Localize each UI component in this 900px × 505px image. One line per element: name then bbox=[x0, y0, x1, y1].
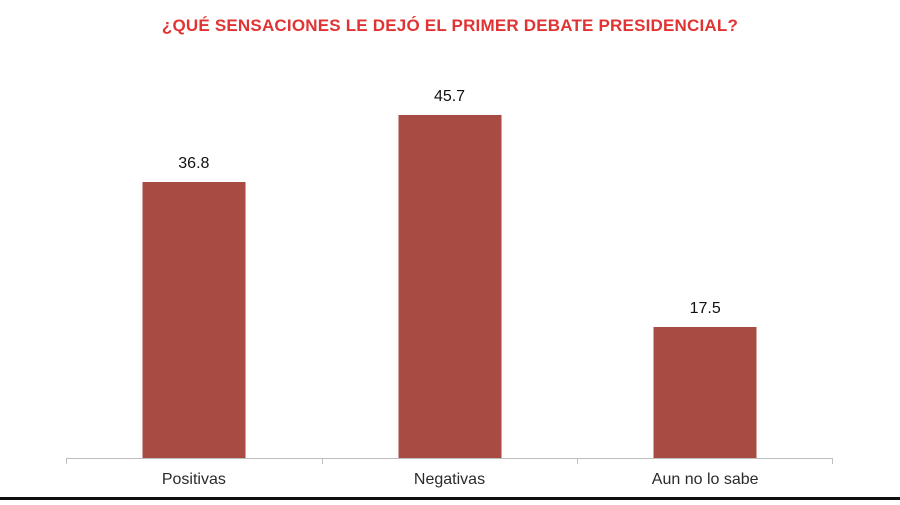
bottom-divider-line bbox=[0, 497, 900, 500]
x-axis-tick bbox=[577, 458, 579, 464]
x-axis-line bbox=[66, 458, 833, 459]
category-label: Aun no lo sabe bbox=[651, 471, 759, 488]
bar-value-label: 17.5 bbox=[689, 300, 721, 317]
bar bbox=[653, 327, 757, 458]
x-axis-tick bbox=[321, 458, 323, 464]
bar-group-1: 36.8 Positivas bbox=[66, 70, 322, 488]
bar-value-label: 45.7 bbox=[433, 88, 466, 105]
bar-columns: 36.8 Positivas 45.7 Negativas 17.5 Aun no lo … bbox=[66, 70, 833, 488]
bar bbox=[142, 182, 246, 458]
x-axis-tick bbox=[66, 458, 67, 464]
category-label: Negativas bbox=[413, 471, 486, 488]
bar-group-3: 17.5 Aun no lo sabe bbox=[577, 70, 833, 488]
bar-group-2: 45.7 Negativas bbox=[321, 70, 578, 488]
category-label: Positivas bbox=[161, 471, 226, 488]
bar bbox=[398, 115, 501, 458]
bar-chart-plot-area: 36.8 Positivas 45.7 Negativas 17.5 Aun no lo … bbox=[66, 70, 833, 488]
chart-title: ¿QUÉ SENSACIONES LE DEJÓ EL PRIMER DEBAT… bbox=[161, 16, 739, 35]
x-axis-tick-end bbox=[832, 458, 833, 464]
bar-value-label: 36.8 bbox=[178, 155, 210, 172]
